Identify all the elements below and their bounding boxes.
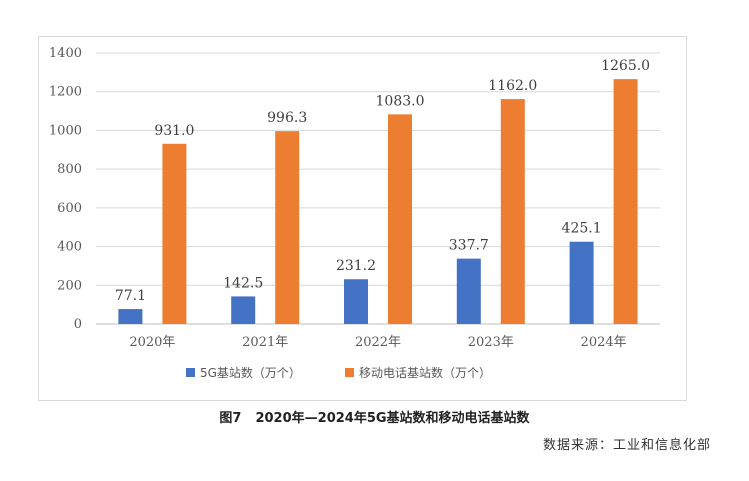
bar-5g	[569, 241, 594, 324]
y-tick-label: 1200	[49, 85, 82, 100]
y-tick-label: 1000	[49, 123, 82, 138]
y-tick-label: 800	[57, 162, 82, 177]
bar-mobile	[613, 79, 638, 324]
bar-chart: 0 200 400 600 800 1000 1200 1400 77.1 931.0 142.5…	[49, 46, 660, 380]
x-tick-label: 2021年	[242, 335, 288, 350]
x-axis-ticks: 2020年 2021年 2022年 2023年 2024年	[129, 335, 626, 350]
bar-mobile	[500, 99, 525, 324]
data-label: 996.3	[267, 110, 307, 126]
legend-label-5g: 5G基站数（万个）	[200, 365, 301, 380]
gridlines	[96, 52, 660, 325]
bar-5g	[118, 309, 143, 324]
y-axis-ticks: 0 200 400 600 800 1000 1200 1400	[49, 46, 82, 332]
y-tick-label: 400	[57, 240, 82, 255]
legend-swatch-5g	[186, 368, 195, 377]
source-note: 数据来源：工业和信息化部	[542, 438, 711, 453]
bar-mobile	[162, 143, 187, 324]
data-label: 337.7	[449, 238, 489, 254]
y-tick-label: 200	[57, 278, 82, 293]
bar-5g	[456, 258, 481, 324]
chart-frame: 0 200 400 600 800 1000 1200 1400 77.1 931.0 142.5…	[38, 36, 687, 401]
x-tick-label: 2024年	[581, 335, 627, 350]
bar-5g	[344, 279, 368, 324]
x-tick-label: 2023年	[468, 335, 514, 350]
figure-label: 图7	[219, 411, 242, 426]
figure-caption: 图7 2020年—2024年5G基站数和移动电话基站数	[0, 407, 749, 426]
data-label: 1265.0	[601, 58, 650, 74]
y-tick-label: 1400	[49, 46, 82, 61]
y-tick-label: 0	[74, 317, 82, 332]
bars	[118, 79, 638, 324]
legend-swatch-mobile	[345, 368, 354, 377]
data-label: 231.2	[336, 258, 376, 274]
data-label: 142.5	[223, 275, 263, 291]
data-label: 931.0	[154, 123, 194, 139]
data-labels: 77.1 931.0 142.5 996.3 231.2 1083.0 337.7 1162.…	[115, 58, 650, 304]
y-tick-label: 600	[57, 201, 82, 216]
x-tick-label: 2020年	[129, 335, 175, 350]
data-label: 1162.0	[488, 78, 537, 94]
data-label: 425.1	[562, 221, 602, 237]
bar-5g	[231, 296, 256, 324]
data-label: 1083.0	[376, 93, 425, 109]
bar-mobile	[275, 131, 300, 324]
x-tick-label: 2022年	[355, 335, 401, 350]
figure-title: 2020年—2024年5G基站数和移动电话基站数	[255, 411, 530, 426]
legend: 5G基站数（万个） 移动电话基站数（万个）	[186, 365, 491, 380]
bar-mobile	[388, 114, 412, 324]
data-label: 77.1	[115, 288, 146, 304]
legend-label-mobile: 移动电话基站数（万个）	[359, 365, 491, 380]
